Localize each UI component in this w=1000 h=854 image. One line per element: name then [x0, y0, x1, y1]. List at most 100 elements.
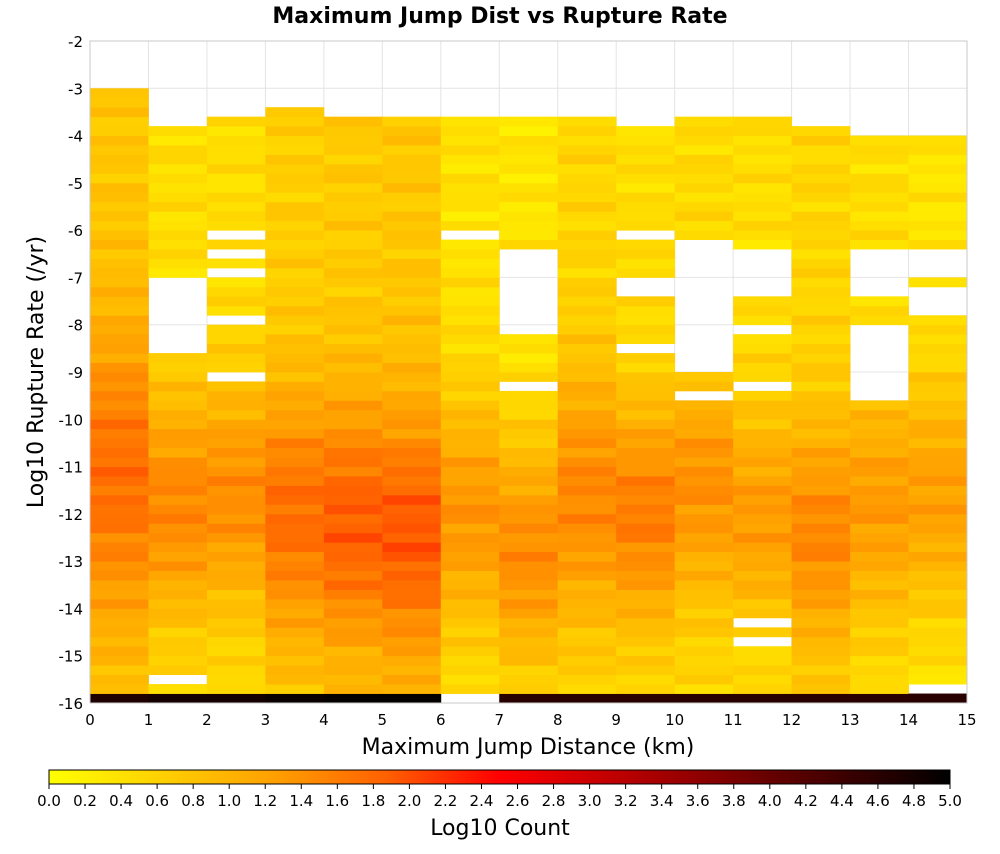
heatmap-cell [206, 381, 266, 392]
heatmap-cell [557, 627, 617, 638]
heatmap-cell [323, 116, 383, 127]
heatmap-cell [674, 561, 734, 571]
heatmap-cell [733, 372, 792, 382]
heatmap-cell [440, 523, 500, 534]
heatmap-cell [908, 163, 968, 174]
heatmap-cell [206, 542, 266, 553]
heatmap-cell [382, 305, 442, 316]
heatmap-cell [90, 466, 149, 477]
heatmap-cell [323, 428, 383, 439]
heatmap-cell [850, 315, 909, 326]
heatmap-cell [148, 145, 208, 155]
heatmap-cell [499, 400, 559, 411]
heatmap-cell [616, 561, 676, 571]
heatmap-cell [382, 362, 442, 373]
heatmap-cell [850, 684, 909, 694]
heatmap-cell [499, 504, 559, 515]
y-axis-label: Log10 Rupture Rate (/yr) [24, 236, 49, 508]
heatmap-cell [557, 466, 617, 477]
heatmap-cell [908, 230, 968, 240]
heatmap-cell [674, 372, 734, 382]
heatmap-cell [323, 305, 383, 316]
heatmap-cell [908, 390, 968, 401]
heatmap-cell [148, 627, 208, 638]
heatmap-cell [850, 305, 909, 316]
heatmap-cell [440, 277, 500, 288]
heatmap-cell [674, 447, 734, 458]
heatmap-cell [382, 296, 442, 307]
heatmap-cell [850, 532, 909, 543]
heatmap-cell [616, 267, 676, 278]
heatmap-cell [499, 447, 559, 458]
heatmap-cell [323, 135, 383, 146]
heatmap-cell [323, 239, 383, 250]
heatmap-cell [440, 447, 500, 458]
heatmap-cell [265, 249, 325, 259]
heatmap-cell [148, 258, 208, 269]
heatmap-cell [90, 627, 149, 638]
heatmap-cell [791, 494, 851, 505]
heatmap-cell [557, 494, 617, 505]
heatmap-cell [557, 438, 617, 449]
heatmap-cell [557, 485, 617, 496]
heatmap-cell [674, 646, 734, 657]
heatmap-cell [265, 324, 325, 335]
heatmap-cell [323, 693, 383, 704]
heatmap-cell [206, 608, 266, 619]
heatmap-cell [674, 617, 734, 628]
heatmap-cell [557, 286, 617, 297]
heatmap-cell [499, 116, 559, 127]
heatmap-cell [557, 655, 617, 666]
x-tick-label: 4 [319, 711, 329, 729]
colorbar-tick-label: 3.8 [722, 792, 746, 810]
heatmap-cell [674, 211, 734, 222]
heatmap-cell [791, 532, 851, 543]
heatmap-cell [557, 126, 617, 136]
heatmap-cell [382, 598, 442, 609]
heatmap-cell [908, 372, 968, 382]
heatmap-cell [440, 343, 500, 354]
heatmap-cell [323, 163, 383, 174]
heatmap-cell [382, 674, 442, 685]
heatmap-cell [265, 608, 325, 619]
heatmap-cell [382, 551, 442, 562]
heatmap-cell [908, 400, 968, 411]
heatmap-cell [90, 97, 149, 108]
heatmap-cell [499, 561, 559, 571]
heatmap-cell [616, 409, 676, 420]
heatmap-cell [499, 173, 559, 184]
heatmap-cell [148, 598, 208, 609]
heatmap-cell [148, 173, 208, 184]
heatmap-cell [674, 182, 734, 193]
heatmap-cell [206, 400, 266, 411]
heatmap-cell [265, 267, 325, 278]
heatmap-cell [850, 211, 909, 222]
heatmap-cell [90, 192, 149, 203]
x-tick-label: 1 [144, 711, 154, 729]
y-tick-label: -16 [59, 695, 84, 713]
heatmap-cell [908, 504, 968, 515]
colorbar-tick-label: 5.0 [938, 792, 962, 810]
heatmap-cell [791, 296, 851, 307]
heatmap-cell [90, 542, 149, 553]
heatmap-cell [90, 646, 149, 657]
heatmap-cell [616, 428, 676, 439]
heatmap-cell [323, 343, 383, 354]
heatmap-cell [323, 447, 383, 458]
heatmap-cell [206, 409, 266, 420]
heatmap-cell [90, 182, 149, 193]
heatmap-cell [148, 211, 208, 222]
heatmap-cell [791, 381, 851, 392]
heatmap-cell [733, 655, 792, 666]
heatmap-cell [148, 163, 208, 174]
heatmap-cell [265, 580, 325, 590]
heatmap-cell [850, 598, 909, 609]
heatmap-cell [908, 570, 968, 581]
heatmap-cell [557, 305, 617, 316]
colorbar-tick-label: 3.4 [650, 792, 674, 810]
heatmap-cell [323, 362, 383, 373]
heatmap-cell [908, 636, 968, 647]
x-tick-label: 8 [553, 711, 563, 729]
heatmap-cell [323, 476, 383, 486]
heatmap-cell [265, 409, 325, 420]
